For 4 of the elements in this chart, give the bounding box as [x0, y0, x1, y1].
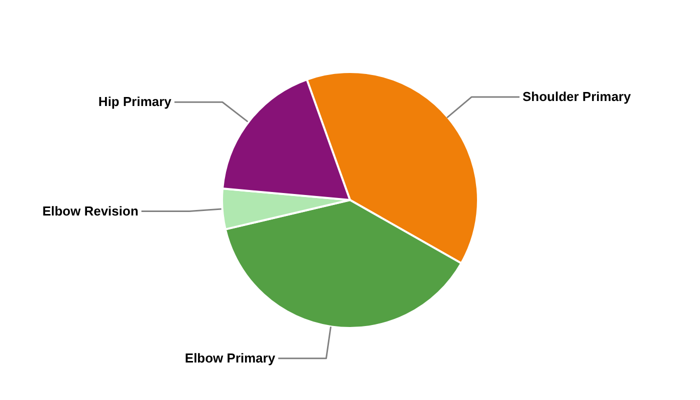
slice-label: Shoulder Primary	[522, 89, 632, 104]
slice-label: Hip Primary	[98, 94, 172, 110]
slice-label: Elbow Primary	[184, 350, 276, 366]
slice-label: Elbow Revision	[42, 203, 138, 218]
